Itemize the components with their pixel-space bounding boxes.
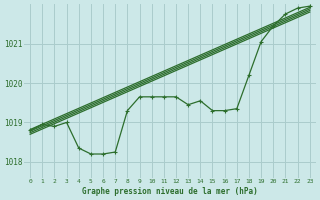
X-axis label: Graphe pression niveau de la mer (hPa): Graphe pression niveau de la mer (hPa): [82, 187, 258, 196]
